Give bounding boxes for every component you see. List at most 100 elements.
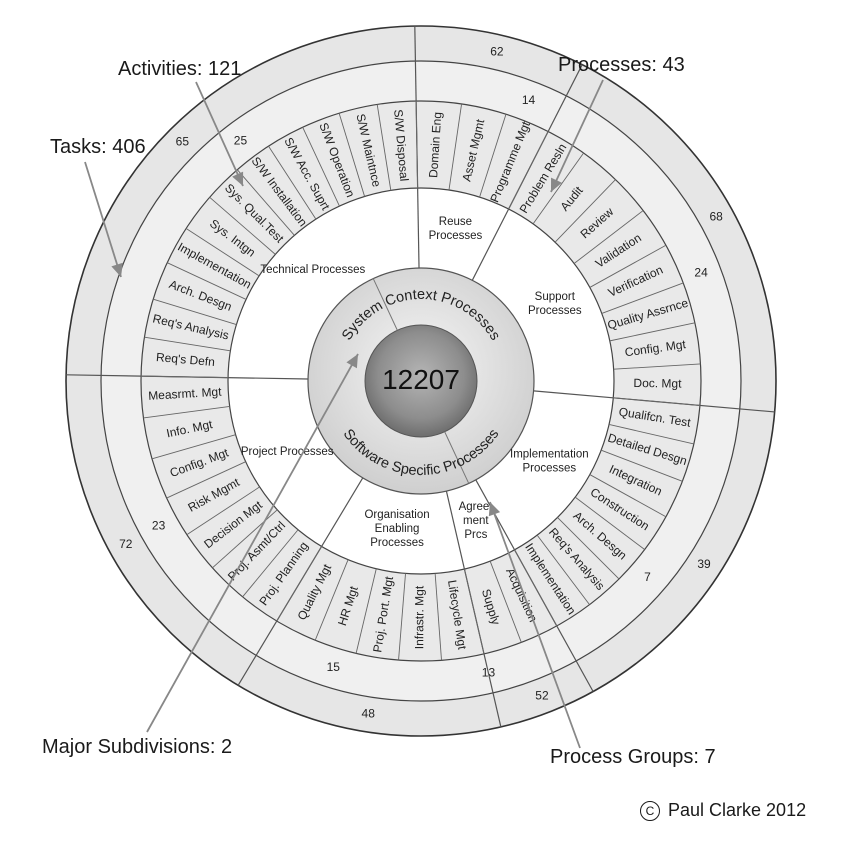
process-divider — [609, 322, 695, 342]
activities-count: 25 — [234, 134, 248, 148]
group-label: Project Processes — [241, 446, 334, 458]
activities-count: 14 — [522, 93, 536, 107]
activities-count: 15 — [327, 660, 341, 674]
group-label: Organisation Enabling Processes — [364, 509, 429, 549]
tasks-count: 62 — [490, 44, 504, 58]
group-label-line: Implementation — [510, 448, 589, 460]
process-divider — [448, 103, 463, 191]
copyright-icon: C — [640, 800, 660, 821]
process-divider — [376, 104, 392, 191]
process-divider — [167, 262, 247, 300]
process-label: S/W Disposal — [391, 109, 411, 182]
process-divider — [144, 336, 231, 352]
tasks-count: 68 — [710, 210, 724, 224]
process-groups-arrow — [489, 501, 581, 749]
process-groups-arrow-head — [488, 502, 501, 517]
process-divider — [355, 568, 377, 654]
process-divider — [536, 534, 590, 605]
tasks-count: 52 — [535, 688, 549, 702]
process-divider — [601, 282, 684, 314]
activities-callout: Activities: 121 — [118, 58, 242, 80]
process-divider — [463, 568, 485, 654]
process-divider — [415, 101, 419, 189]
subdivisions-arrow-head — [346, 354, 358, 369]
process-divider — [314, 559, 349, 641]
process-divider — [141, 375, 229, 379]
group-label-line: Project Processes — [241, 446, 334, 458]
process-label: Infrastr. Mgt — [412, 585, 426, 649]
group-label-line: Processes — [370, 537, 424, 549]
process-divider — [532, 152, 584, 225]
group-label-line: Processes — [522, 462, 576, 474]
tasks-arrow-head — [111, 262, 123, 277]
process-divider — [508, 131, 549, 210]
tasks-count: 39 — [697, 557, 711, 571]
group-label-line: Organisation — [364, 509, 429, 521]
processes-callout: Processes: 43 — [558, 54, 685, 76]
tasks-count: 65 — [176, 135, 190, 149]
process-divider — [479, 114, 507, 198]
group-label-line: Processes — [429, 230, 483, 242]
subdivisions-arrow — [146, 353, 359, 733]
process-divider — [589, 244, 667, 288]
process-divider — [186, 486, 260, 536]
tasks-callout: Tasks: 406 — [50, 136, 146, 158]
process-label: Measrmt. Mgt — [148, 385, 223, 403]
process-divider — [268, 145, 317, 220]
process-divider — [302, 127, 340, 207]
copyright-notice: C Paul Clarke 2012 — [640, 800, 806, 821]
group-label: Implementation Processes — [510, 448, 589, 474]
processes-arrow-head — [551, 177, 562, 192]
process-divider — [573, 210, 644, 264]
group-label-line: Agree- — [459, 501, 494, 513]
process-divider — [153, 298, 237, 326]
process-divider — [242, 529, 299, 598]
group-label: Technical Processes — [260, 264, 365, 276]
center-label: 12207 — [382, 364, 460, 395]
process-divider — [209, 196, 276, 255]
process-divider — [151, 434, 236, 460]
subdivisions-callout: Major Subdivisions: 2 — [42, 736, 233, 758]
tasks-count: 72 — [119, 537, 133, 551]
process-divider — [514, 549, 558, 627]
group-label-line: Processes — [528, 305, 582, 317]
activities-count: 13 — [482, 665, 496, 679]
copyright-text: Paul Clarke 2012 — [668, 800, 807, 820]
group-label: Agree-ment Prcs — [459, 501, 494, 541]
group-label: Reuse Processes — [429, 216, 483, 242]
process-divider — [589, 474, 667, 518]
core-circle — [364, 324, 478, 438]
process-divider — [613, 397, 700, 406]
process-divider — [601, 449, 683, 482]
activities-count: 7 — [644, 570, 651, 584]
group-label-line: Enabling — [375, 523, 420, 535]
process-divider — [574, 496, 645, 550]
process-divider — [185, 228, 260, 277]
process-label: Doc. Mgt — [633, 376, 682, 391]
process-divider — [143, 405, 230, 419]
process-groups-callout: Process Groups: 7 — [550, 746, 716, 768]
tasks-count: 48 — [362, 707, 376, 721]
group-label-line: ment — [463, 515, 489, 527]
subdivision-divider — [444, 431, 470, 484]
process-divider — [613, 363, 701, 370]
process-divider — [489, 561, 522, 643]
activities-count: 23 — [152, 519, 166, 533]
activities-arrow — [195, 81, 244, 187]
process-divider — [434, 573, 442, 661]
process-divider — [276, 546, 322, 622]
group-label-line: Support — [535, 291, 576, 303]
callout-arrows — [84, 79, 604, 749]
process-label: Domain Eng — [426, 112, 444, 179]
activities-count: 24 — [694, 266, 708, 280]
process-divider — [557, 517, 620, 580]
process-label: Req's Defn — [155, 350, 215, 369]
group-label-line: Technical Processes — [260, 264, 365, 276]
dividers — [66, 26, 775, 728]
processes-arrow — [550, 79, 604, 193]
process-divider — [338, 113, 366, 197]
process-divider — [398, 573, 406, 661]
activities-arrow-head — [232, 171, 244, 186]
process-divider — [166, 461, 246, 499]
group-label-line: Prcs — [464, 529, 487, 541]
